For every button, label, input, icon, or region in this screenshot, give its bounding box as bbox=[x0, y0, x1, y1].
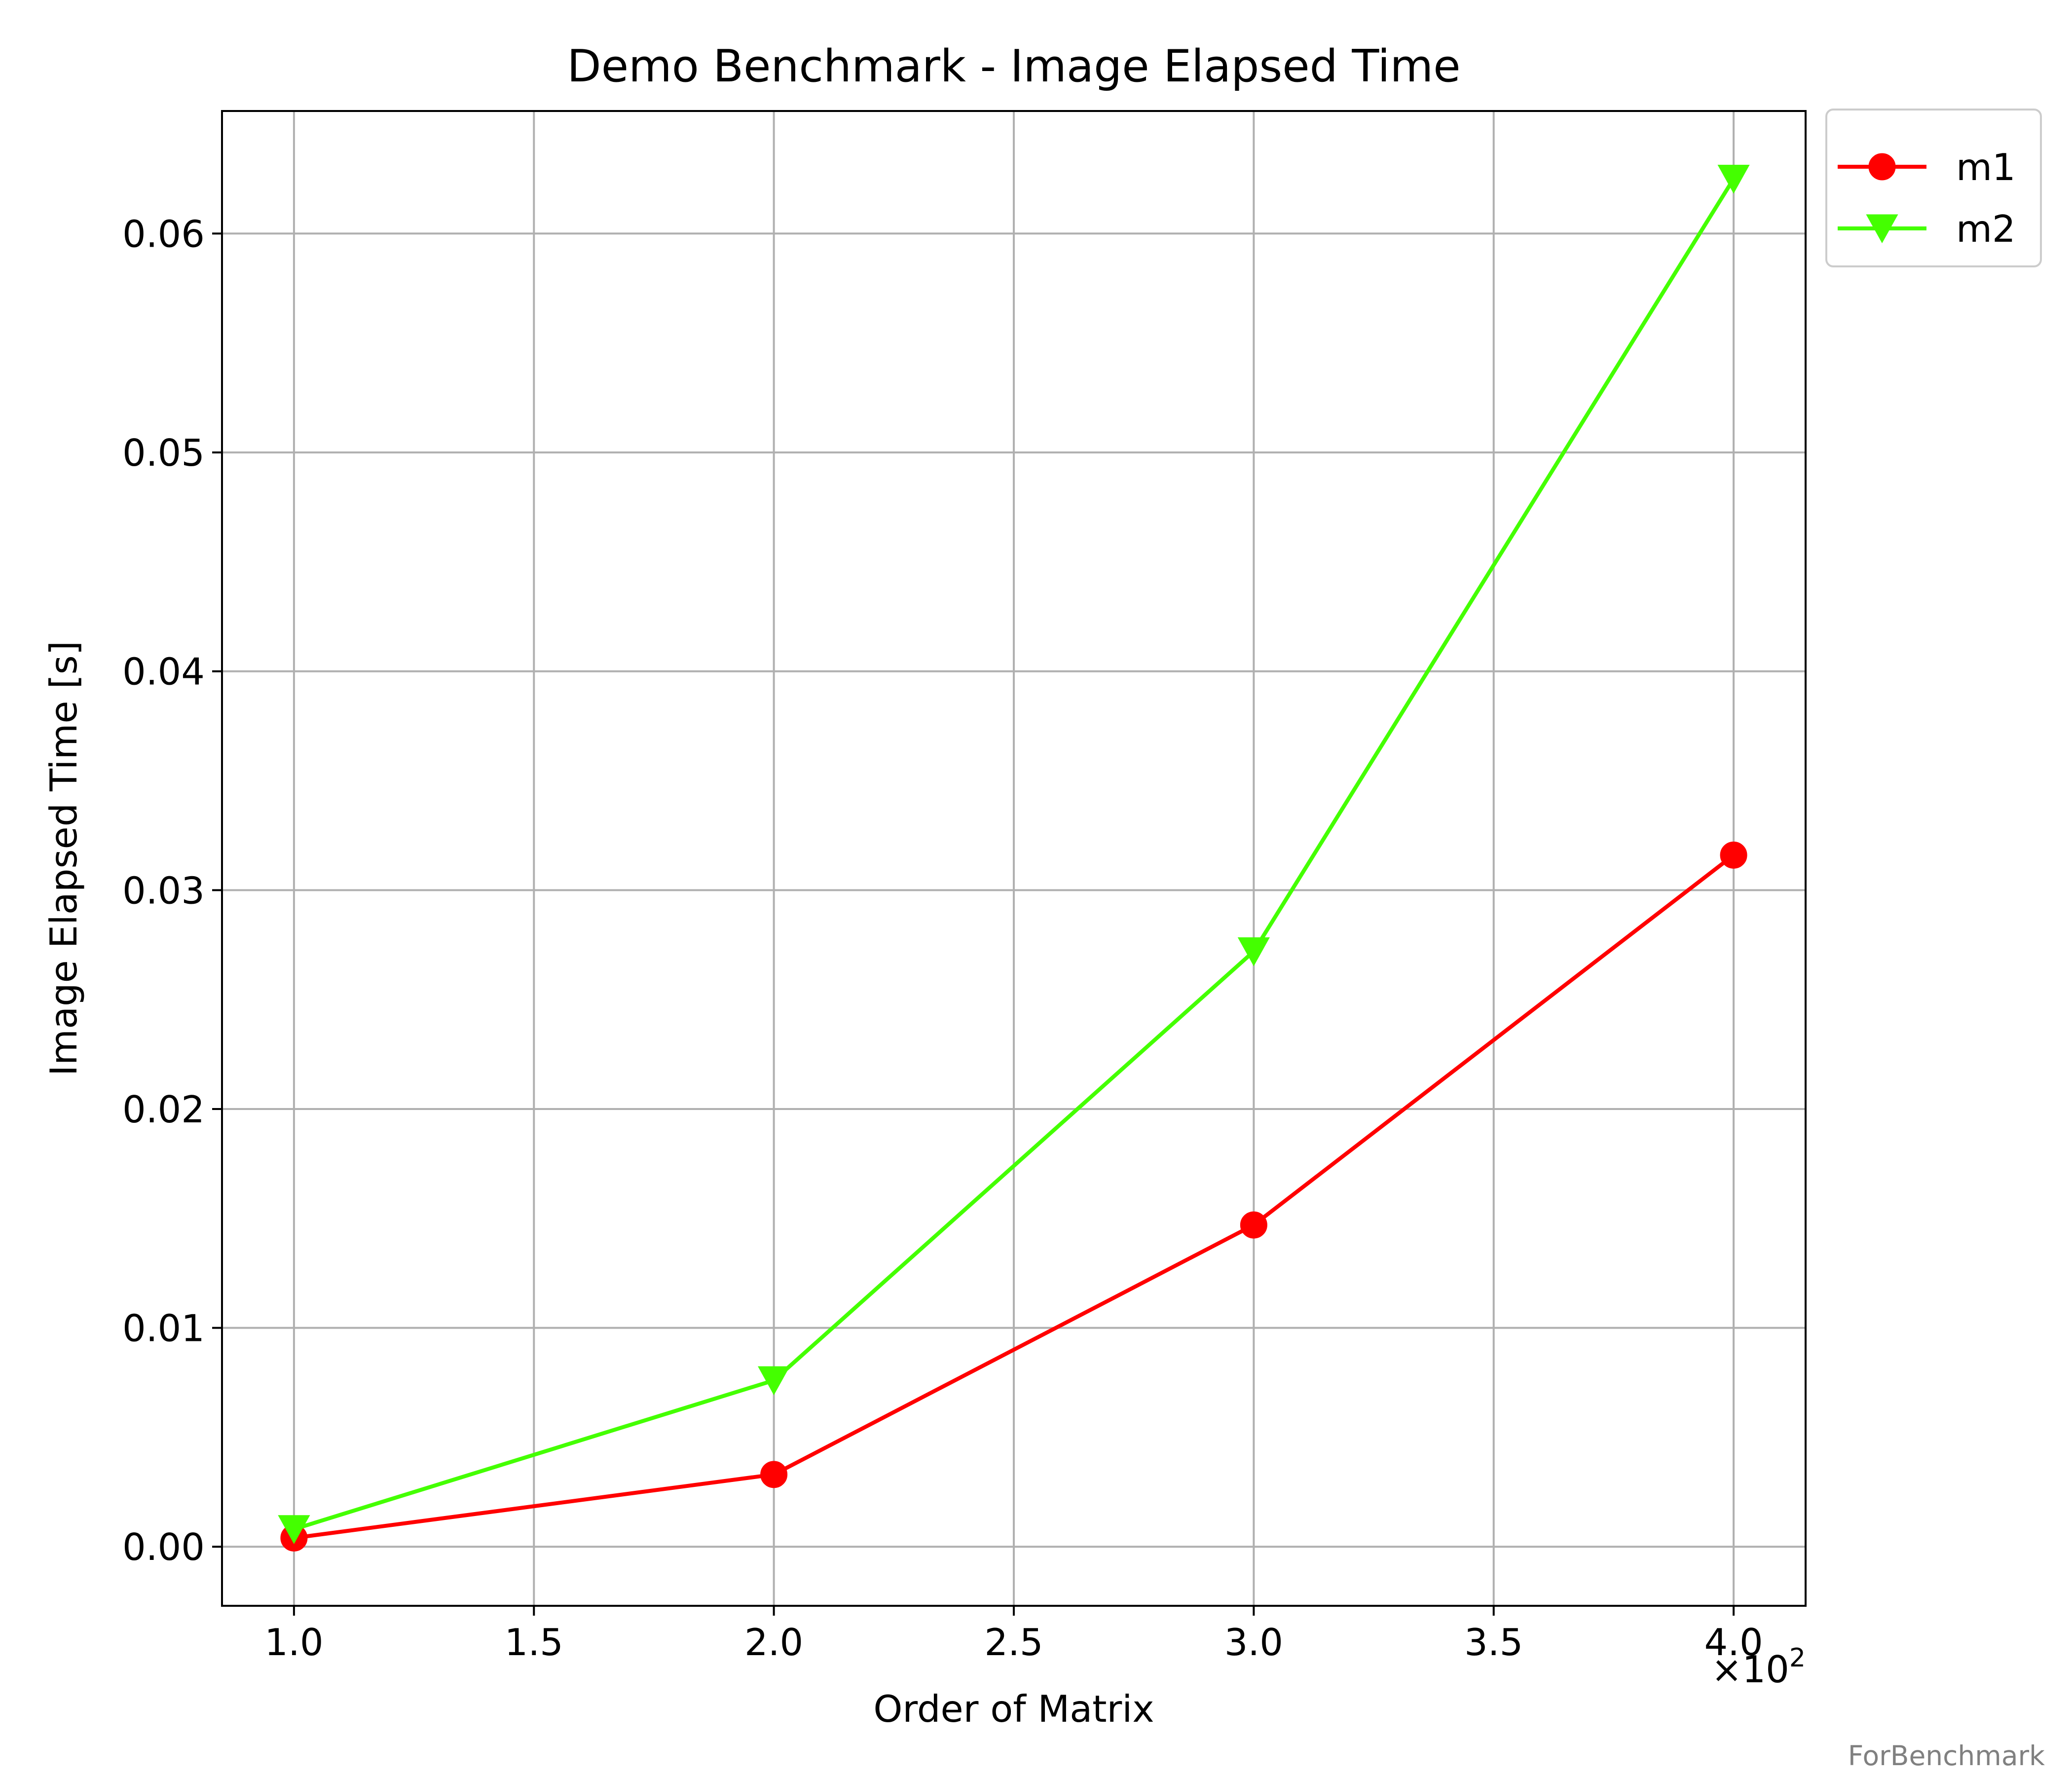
legend-label: m1 bbox=[1956, 146, 2016, 189]
series-layer bbox=[278, 165, 1750, 1552]
x-tick-label: 3.0 bbox=[1224, 1621, 1283, 1664]
series-line-m2 bbox=[293, 178, 1736, 1531]
data-point-m2 bbox=[1237, 937, 1270, 966]
legend-entry-m2: m2 bbox=[1838, 207, 2016, 251]
x-tick-label: 3.5 bbox=[1464, 1621, 1523, 1664]
grid bbox=[222, 111, 1806, 1606]
legend-entry-m1: m1 bbox=[1838, 146, 2016, 189]
data-point-m1 bbox=[1240, 1211, 1267, 1239]
series-m1 bbox=[280, 841, 1747, 1552]
x-tick-label: 1.0 bbox=[264, 1621, 323, 1664]
data-point-m1 bbox=[760, 1461, 788, 1488]
data-point-m2 bbox=[758, 1366, 790, 1396]
legend-marker bbox=[1866, 214, 1898, 244]
x-tick-label: 2.0 bbox=[744, 1621, 803, 1664]
y-tick-label: 0.05 bbox=[122, 431, 205, 475]
footer-label: ForBenchmark bbox=[1848, 1740, 2045, 1772]
x-tick-label: 4.0 bbox=[1704, 1621, 1763, 1664]
data-point-m2 bbox=[278, 1515, 310, 1544]
series-line-m1 bbox=[294, 853, 1735, 1540]
y-tick-label: 0.02 bbox=[122, 1088, 205, 1131]
y-tick-label: 0.03 bbox=[122, 869, 205, 912]
legend-label: m2 bbox=[1956, 207, 2016, 251]
data-point-m2 bbox=[1717, 165, 1750, 194]
chart-title: Demo Benchmark - Image Elapsed Time bbox=[567, 40, 1460, 92]
x-axis-label: Order of Matrix bbox=[873, 1687, 1154, 1731]
x-offset-exponent: 2 bbox=[1789, 1643, 1806, 1673]
y-tick-label: 0.04 bbox=[122, 650, 205, 694]
x-axis-offset-label: ×102 bbox=[1711, 1643, 1806, 1691]
data-point-m1 bbox=[1720, 841, 1747, 869]
y-tick-label: 0.00 bbox=[122, 1525, 205, 1569]
x-offset-base: ×10 bbox=[1711, 1648, 1789, 1691]
legend-marker bbox=[1868, 153, 1896, 181]
x-tick-label: 1.5 bbox=[505, 1621, 563, 1664]
y-tick-label: 0.06 bbox=[122, 212, 205, 256]
series-m2 bbox=[278, 165, 1750, 1544]
x-tick-label: 2.5 bbox=[984, 1621, 1043, 1664]
y-tick-label: 0.01 bbox=[122, 1307, 205, 1350]
ticks: 1.0 1.5 2.0 2.5 3.0 3.5 4.0 0.00 0.01 0.02 0.03 0.0… bbox=[122, 212, 1763, 1664]
y-axis-label: Image Elapsed Time [s] bbox=[42, 641, 85, 1076]
